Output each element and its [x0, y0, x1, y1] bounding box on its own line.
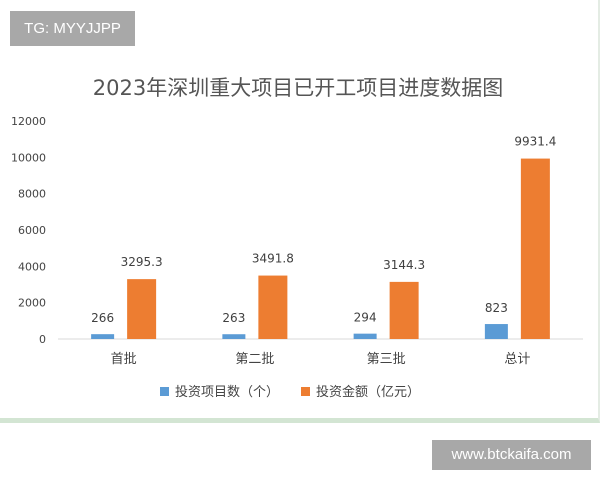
legend-swatch	[160, 387, 169, 396]
y-tick-label: 4000	[18, 260, 46, 273]
legend-label: 投资金额（亿元）	[316, 384, 420, 400]
y-tick-label: 8000	[18, 188, 46, 201]
bar-investment	[127, 279, 157, 339]
bar-investment	[389, 281, 419, 339]
x-tick-label: 首批	[111, 352, 137, 367]
y-tick-label: 6000	[18, 224, 46, 237]
bar-chart: 2023年深圳重大项目已开工项目进度数据图 0 2000 4000 6000 8000 1…	[11, 76, 583, 400]
data-label: 263	[222, 311, 245, 325]
legend-swatch	[301, 387, 310, 396]
bar-project-count	[353, 333, 377, 339]
y-tick-label: 12000	[11, 115, 46, 128]
x-tick-label: 第二批	[235, 352, 274, 367]
watermark-top: TG: MYYJJPP	[10, 11, 135, 46]
bar-project-count	[222, 334, 246, 339]
bar-investment	[520, 158, 550, 339]
watermark-bottom: www.btckaifa.com	[432, 440, 591, 470]
bar-project-count	[484, 324, 508, 339]
data-label: 266	[91, 311, 114, 325]
data-label: 3491.8	[252, 252, 294, 266]
data-label: 294	[354, 311, 377, 325]
bar-investment	[258, 275, 288, 339]
chart-title: 2023年深圳重大项目已开工项目进度数据图	[93, 76, 503, 100]
data-label: 3144.3	[383, 258, 425, 272]
y-tick-label: 10000	[11, 151, 46, 164]
y-tick-label: 0	[39, 333, 46, 346]
data-label: 9931.4	[514, 135, 556, 149]
legend-label: 投资项目数（个）	[175, 384, 279, 400]
x-tick-label: 第三批	[367, 352, 406, 367]
x-tick-label: 总计	[504, 352, 530, 367]
chart-frame	[0, 0, 600, 423]
data-label: 3295.3	[121, 255, 163, 269]
y-tick-label: 2000	[18, 297, 46, 310]
bar-project-count	[91, 334, 115, 339]
data-label: 823	[485, 301, 508, 315]
